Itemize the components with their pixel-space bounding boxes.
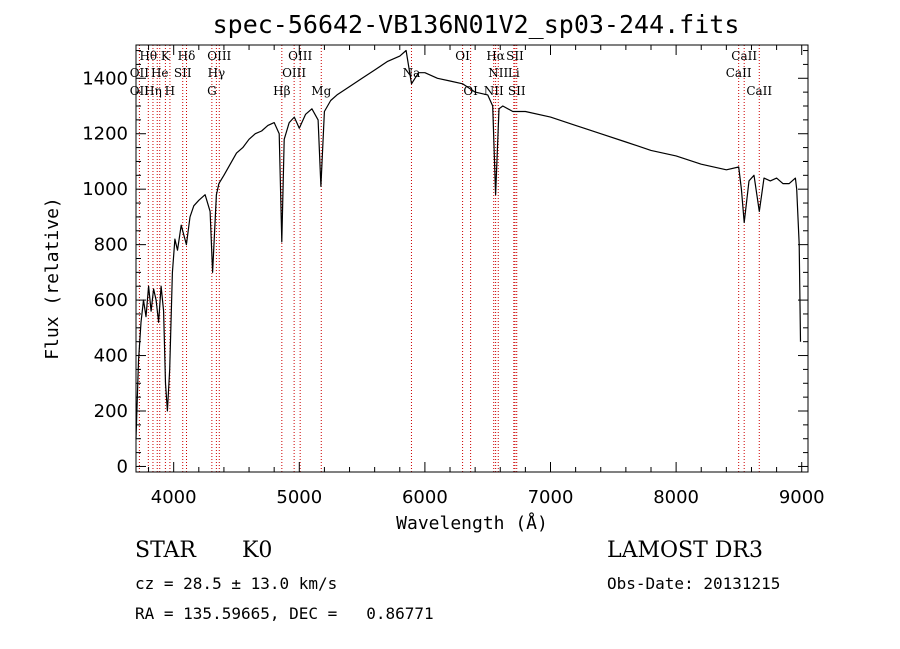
observation-date: Obs-Date: 20131215 xyxy=(607,574,781,593)
redshift-cz: cz = 28.5 ± 13.0 km/s xyxy=(135,574,338,593)
line-label-14: Na xyxy=(403,66,421,80)
line-label-26: SII xyxy=(508,84,526,98)
line-label-13: OIII xyxy=(282,66,306,80)
coordinates: RA = 135.59665, DEC = 0.86771 xyxy=(135,604,434,623)
line-label-27: CaII xyxy=(746,84,772,98)
object-class: STAR xyxy=(135,538,196,563)
line-label-5: OI xyxy=(455,49,470,63)
line-label-21: G xyxy=(207,84,217,98)
object-subclass: K0 xyxy=(242,538,273,563)
line-label-25: NII xyxy=(484,84,504,98)
line-label-18: OII xyxy=(130,84,150,98)
x-tick-label-5000: 5000 xyxy=(276,487,322,508)
line-label-24: OI xyxy=(463,84,478,98)
y-tick-label-200: 200 xyxy=(94,401,128,422)
line-label-15: NII xyxy=(488,66,508,80)
x-tick-label-9000: 9000 xyxy=(779,487,825,508)
y-tick-label-800: 800 xyxy=(94,235,128,256)
line-label-19: Hη xyxy=(144,84,162,98)
y-tick-label-400: 400 xyxy=(94,346,128,367)
x-axis-label: Wavelength (Å) xyxy=(396,512,548,534)
line-label-16: Li xyxy=(508,66,520,80)
line-label-9: OII xyxy=(130,66,150,80)
line-label-4: OIII xyxy=(288,49,312,63)
y-axis-label: Flux (relative) xyxy=(42,197,63,360)
x-tick-label-4000: 4000 xyxy=(151,487,197,508)
y-tick-label-1200: 1200 xyxy=(82,124,128,145)
line-label-22: Hβ xyxy=(273,84,290,98)
chart-title: spec-56642-VB136N01V2_sp03-244.fits xyxy=(213,10,740,39)
line-label-8: CaII xyxy=(731,49,757,63)
survey-name: LAMOST DR3 xyxy=(607,538,763,563)
y-tick-label-600: 600 xyxy=(94,290,128,311)
line-label-11: SII xyxy=(174,66,192,80)
x-tick-label-8000: 8000 xyxy=(653,487,699,508)
line-label-12: Hγ xyxy=(208,66,226,80)
line-label-2: Hδ xyxy=(178,49,196,63)
x-tick-label-6000: 6000 xyxy=(402,487,448,508)
line-label-10: He xyxy=(151,66,169,80)
spectrum-line xyxy=(135,49,802,439)
line-label-7: SII xyxy=(506,49,524,63)
plot-frame xyxy=(135,44,809,473)
y-tick-label-1400: 1400 xyxy=(82,68,128,89)
line-label-1: K xyxy=(161,49,171,63)
line-label-23: Mg xyxy=(311,84,331,98)
y-tick-label-0: 0 xyxy=(117,456,128,477)
x-tick-label-7000: 7000 xyxy=(528,487,574,508)
line-label-3: OIII xyxy=(207,49,231,63)
line-label-6: Hα xyxy=(486,49,505,63)
line-label-0: Hθ xyxy=(139,49,157,63)
line-label-20: H xyxy=(165,84,175,98)
y-tick-label-1000: 1000 xyxy=(82,179,128,200)
line-label-17: CaII xyxy=(726,66,752,80)
